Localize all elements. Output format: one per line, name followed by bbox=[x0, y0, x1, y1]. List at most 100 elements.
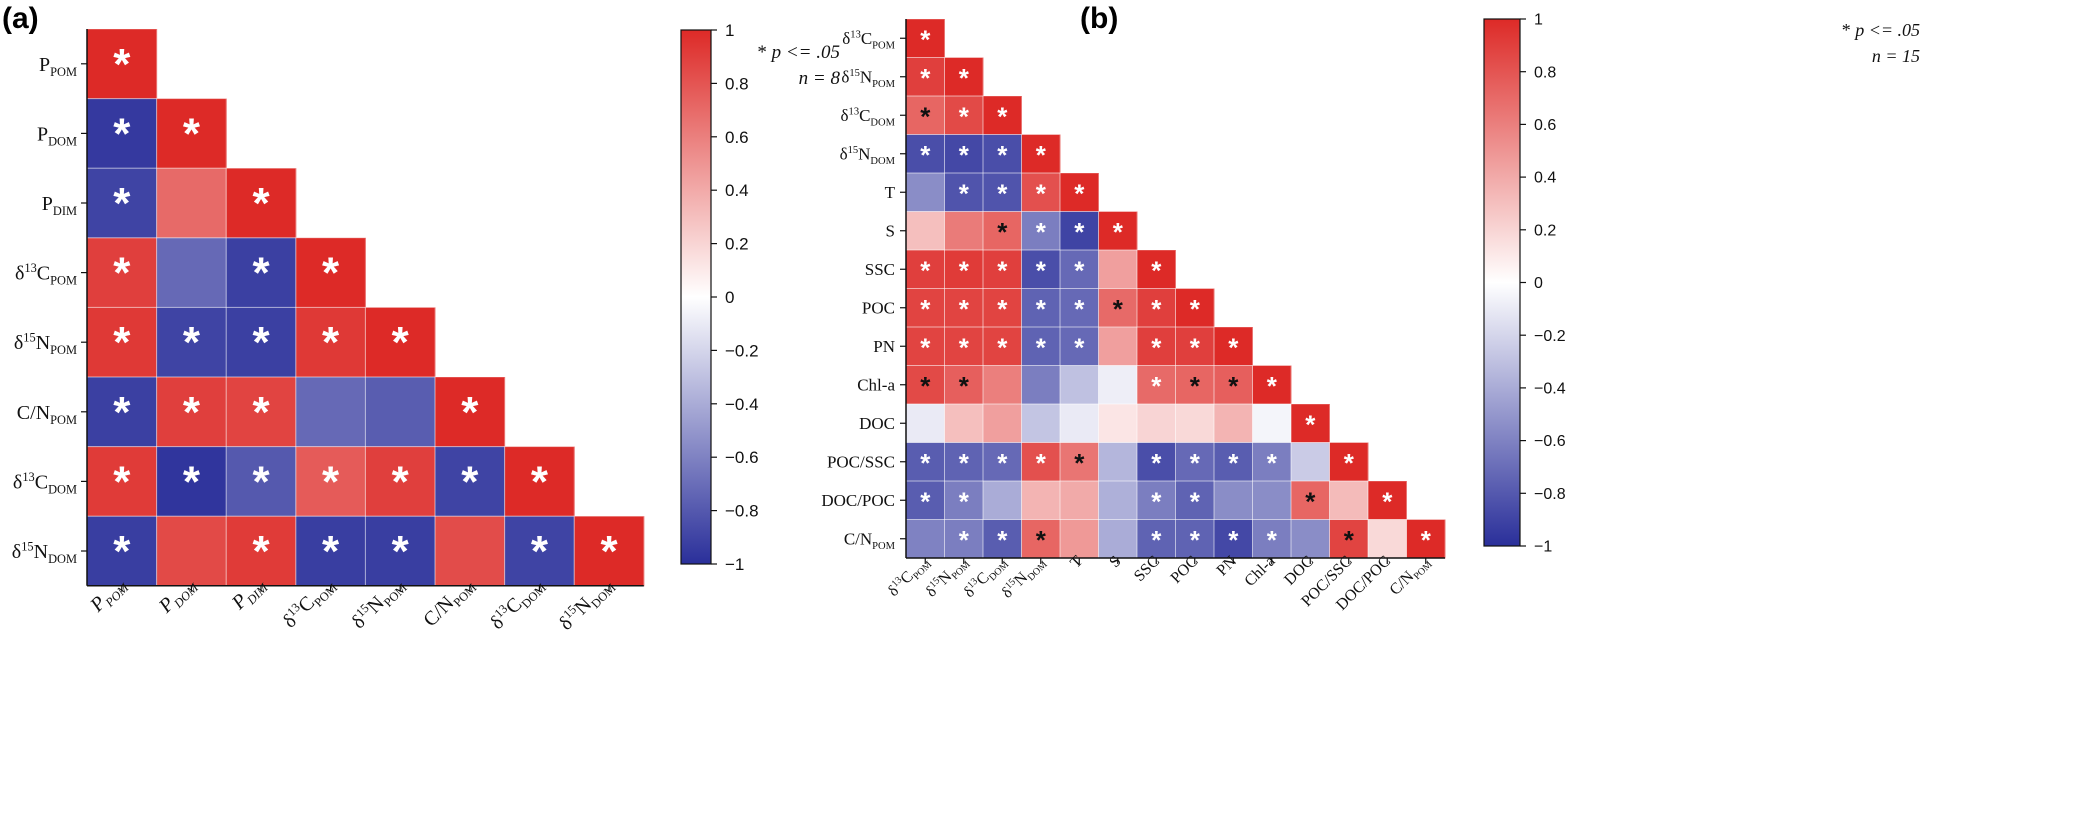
significance-star-b-6-1: * bbox=[959, 255, 970, 285]
cell-border-b-10-1 bbox=[944, 403, 984, 443]
heatmap-cell-b-2-0 bbox=[906, 96, 945, 135]
label-subscript: POM bbox=[872, 79, 895, 90]
heatmap-cell-b-12-2 bbox=[983, 481, 1022, 520]
label-tail: N bbox=[34, 541, 48, 563]
cell-border-b-11-4 bbox=[1059, 442, 1099, 482]
heatmap-cell-a-7-7 bbox=[574, 516, 645, 587]
heatmap-cell-b-6-0 bbox=[906, 250, 945, 289]
heatmap-cell-a-6-3 bbox=[295, 446, 366, 517]
colorbar-gradient-b bbox=[1483, 18, 1521, 547]
heatmap-a: * * * * * * * * * * * * * * * * * * * * * * * * * * * * * * bbox=[81, 28, 645, 592]
colorbar-tick-label-b-4: 0.2 bbox=[1534, 222, 1556, 239]
significance-star-a-1-1: * bbox=[183, 109, 201, 158]
significance-star-b-9-0: * bbox=[920, 371, 931, 401]
significance-text-b: p <= .05 bbox=[1853, 20, 1920, 40]
label-base: T bbox=[885, 183, 896, 202]
heatmap-cell-a-1-1 bbox=[156, 98, 227, 169]
cell-border-b-10-4 bbox=[1059, 403, 1099, 443]
heatmap-cell-a-0-0 bbox=[87, 29, 158, 100]
heatmap-cell-b-4-4 bbox=[1060, 173, 1099, 212]
heatmap-cell-b-10-4 bbox=[1060, 404, 1099, 443]
significance-star-b-11-4: * bbox=[1074, 448, 1085, 478]
label-base: S bbox=[886, 222, 895, 241]
heatmap-cell-b-8-1 bbox=[944, 327, 984, 366]
colorbar-tick-label-a-9: −0.8 bbox=[725, 502, 759, 521]
significance-star-b-8-3: * bbox=[1036, 332, 1047, 362]
significance-star-b-9-7: * bbox=[1190, 371, 1201, 401]
heatmap-cell-b-6-2 bbox=[983, 250, 1022, 289]
heatmap-cell-b-10-1 bbox=[944, 404, 984, 443]
label-superscript: 13 bbox=[850, 30, 861, 41]
significance-star-a-6-5: * bbox=[461, 457, 479, 506]
row-label-b-9: Chl-a bbox=[857, 376, 895, 395]
cell-border-b-8-3 bbox=[1021, 326, 1061, 366]
cell-border-b-11-6 bbox=[1136, 442, 1176, 482]
significance-star-a-3-3: * bbox=[322, 249, 340, 298]
significance-star-b-4-2: * bbox=[997, 178, 1008, 208]
significance-star-a-5-1: * bbox=[183, 388, 201, 437]
heatmap-cell-b-7-3 bbox=[1021, 288, 1061, 328]
significance-star-b-3-1: * bbox=[959, 140, 970, 170]
heatmap-cell-b-13-13 bbox=[1406, 519, 1446, 559]
cell-border-a-3-3 bbox=[295, 237, 366, 308]
column-label-b-0: δ13CPOM bbox=[884, 552, 934, 602]
significance-star-b-13-8: * bbox=[1228, 525, 1239, 555]
cell-border-b-9-4 bbox=[1059, 365, 1099, 405]
cell-border-a-4-1 bbox=[156, 306, 227, 378]
cell-border-b-9-3 bbox=[1021, 365, 1061, 405]
significance-star-a-6-3: * bbox=[322, 457, 340, 506]
significance-star-b-6-0: * bbox=[920, 255, 931, 285]
cell-border-b-12-5 bbox=[1098, 480, 1138, 520]
cell-border-b-8-5 bbox=[1098, 326, 1138, 366]
panel-b-label: (b) bbox=[1080, 2, 1118, 35]
heatmap-cell-b-11-7 bbox=[1175, 442, 1215, 482]
heatmap-cell-a-3-2 bbox=[226, 237, 297, 308]
cell-border-b-10-10 bbox=[1290, 403, 1330, 443]
significance-star-b-13-9: * bbox=[1267, 525, 1278, 555]
significance-star-b-6-2: * bbox=[997, 255, 1008, 285]
heatmap-cell-a-7-1 bbox=[156, 516, 227, 587]
label-tail: N bbox=[36, 332, 50, 354]
label-superscript: 15 bbox=[23, 331, 35, 345]
cell-border-b-8-6 bbox=[1136, 326, 1176, 366]
heatmap-cell-b-4-0 bbox=[906, 173, 945, 212]
cell-border-b-9-8 bbox=[1213, 365, 1253, 405]
significance-star-a-0-0: * bbox=[113, 40, 131, 89]
significance-star-b-11-6: * bbox=[1151, 448, 1162, 478]
label-subscript: POM bbox=[50, 343, 77, 357]
heatmap-cell-b-5-0 bbox=[906, 211, 945, 251]
heatmap-cell-b-10-6 bbox=[1137, 404, 1176, 443]
cell-border-b-10-2 bbox=[982, 403, 1022, 443]
heatmap-cell-b-3-3 bbox=[1021, 134, 1061, 174]
label-base: DOC/POC bbox=[821, 491, 895, 510]
colorbar-tick-label-b-7: −0.4 bbox=[1534, 381, 1566, 398]
label-base: SSC bbox=[865, 260, 895, 279]
significance-star-a-7-2: * bbox=[252, 527, 270, 576]
significance-star-b-13-3: * bbox=[1036, 525, 1047, 555]
label-base: Chl-a bbox=[857, 376, 895, 395]
significance-text-a: p <= .05 bbox=[770, 42, 840, 63]
cell-border-b-11-10 bbox=[1290, 442, 1330, 482]
label-subscript: DIM bbox=[53, 204, 77, 218]
significance-star-b-10-10: * bbox=[1305, 409, 1316, 439]
cell-border-b-12-12 bbox=[1367, 480, 1407, 520]
cell-border-a-2-1 bbox=[156, 167, 227, 239]
label-base: P bbox=[37, 123, 48, 145]
significance-star-b-11-9: * bbox=[1267, 448, 1278, 478]
colorbar-tick-label-a-5: 0 bbox=[725, 288, 734, 307]
cell-border-b-4-1 bbox=[944, 172, 984, 212]
label-base: PN bbox=[873, 337, 895, 356]
cell-border-a-6-6 bbox=[504, 446, 575, 517]
label-base: δ bbox=[15, 263, 24, 285]
colorbar-tick-label-a-2: 0.6 bbox=[725, 128, 749, 147]
colorbar-tick-label-a-1: 0.8 bbox=[725, 74, 749, 93]
label-subscript: POM bbox=[50, 274, 77, 288]
heatmap-cell-b-12-3 bbox=[1021, 481, 1061, 520]
significance-star-a-6-6: * bbox=[531, 457, 549, 506]
cell-border-b-11-9 bbox=[1252, 442, 1292, 482]
heatmap-cell-b-10-3 bbox=[1021, 404, 1061, 443]
cell-border-b-5-5 bbox=[1098, 211, 1138, 251]
cell-border-b-6-1 bbox=[944, 249, 984, 289]
heatmap-cell-b-6-3 bbox=[1021, 250, 1061, 289]
heatmap-cell-a-5-4 bbox=[365, 377, 436, 448]
